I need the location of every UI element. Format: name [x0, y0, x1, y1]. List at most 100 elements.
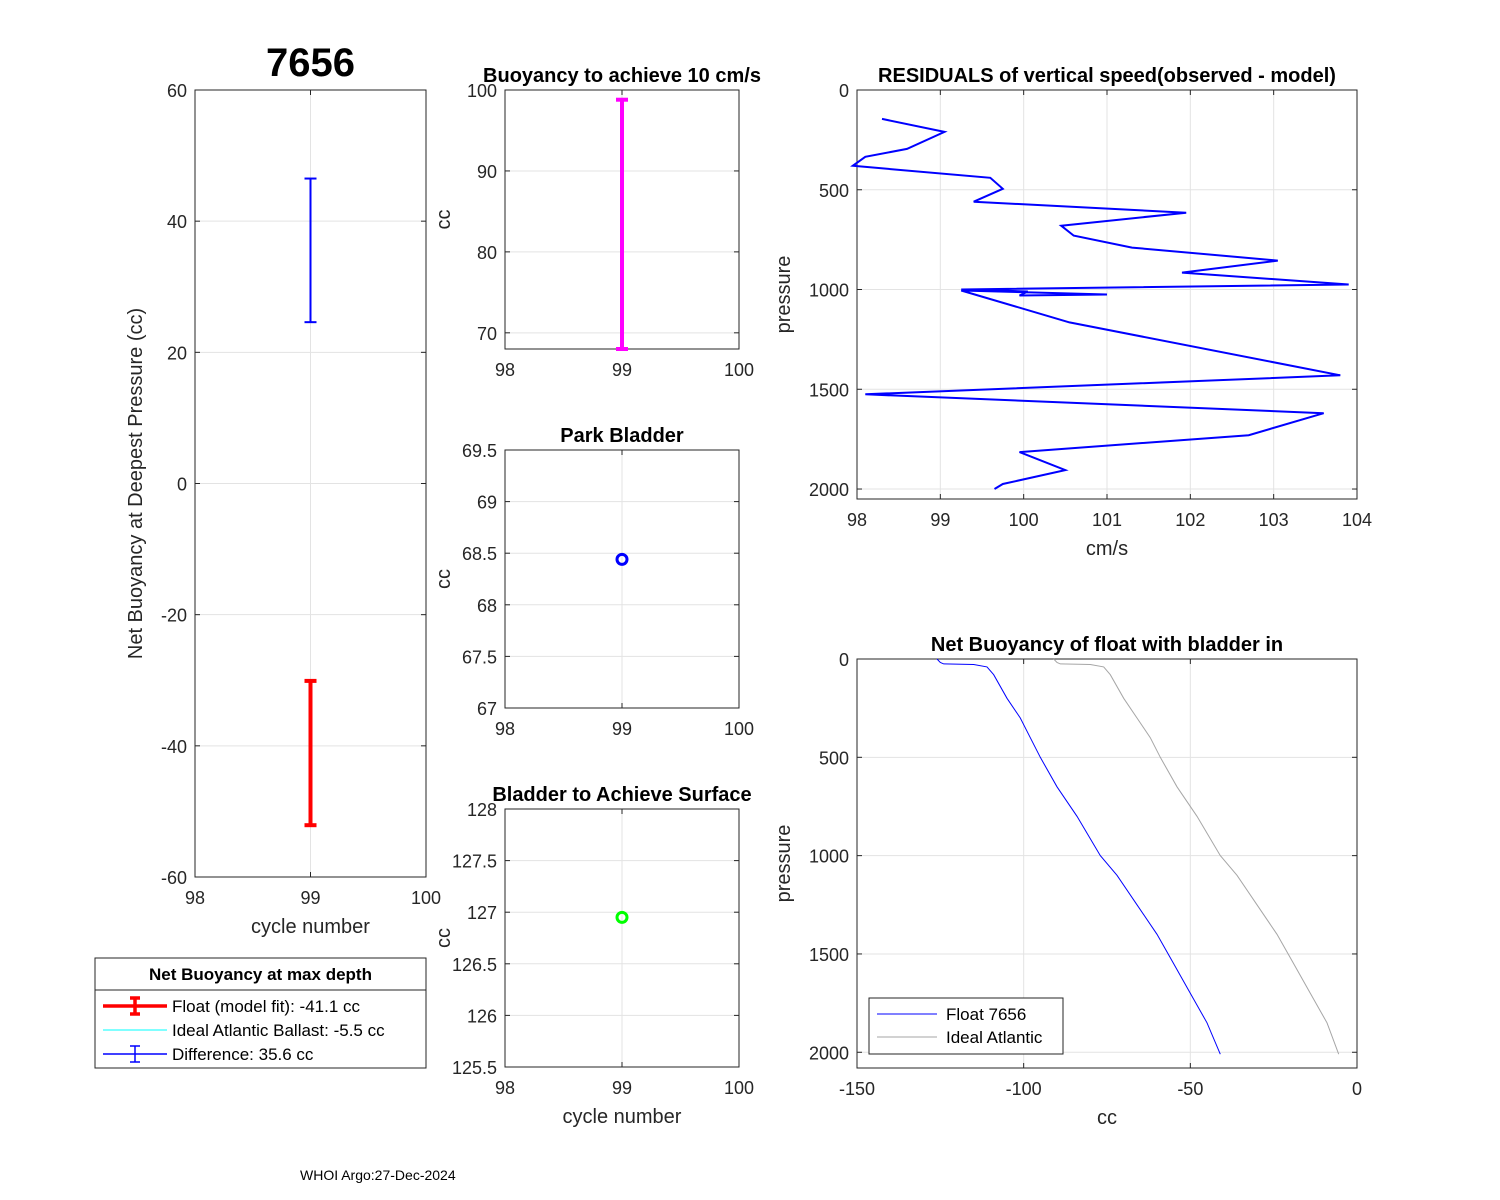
chart-title: RESIDUALS of vertical speed(observed - m… — [878, 65, 1336, 87]
x-tick-label: 102 — [1175, 510, 1205, 530]
axes-frame — [856, 658, 1358, 1069]
chart-title: Net Buoyancy of float with bladder in — [931, 634, 1283, 656]
y-tick-label: 100 — [467, 81, 497, 101]
x-tick-label: 101 — [1092, 510, 1122, 530]
y-tick-label: 1000 — [809, 281, 849, 301]
y-tick-label: 20 — [167, 343, 187, 363]
y-axis-label: pressure — [773, 825, 795, 903]
x-axis-label: cc — [1097, 1107, 1117, 1129]
y-tick-label: 0 — [177, 475, 187, 495]
y-tick-label: -60 — [161, 868, 187, 888]
y-tick-label: 127.5 — [452, 852, 497, 872]
y-tick-label: 68 — [477, 596, 497, 616]
legend-net-buoyancy: Net Buoyancy at max depth Float (model fi… — [94, 957, 427, 1069]
x-tick-label: 0 — [1352, 1079, 1362, 1099]
y-tick-label: 70 — [477, 324, 497, 344]
x-tick-label: 104 — [1342, 510, 1372, 530]
y-tick-label: 0 — [839, 650, 849, 670]
y-tick-label: 90 — [477, 162, 497, 182]
y-tick-label: 2000 — [809, 1043, 849, 1063]
x-tick-label: 99 — [930, 510, 950, 530]
series-line-ideal-atlantic — [1053, 658, 1340, 1055]
scatter-point — [615, 552, 629, 566]
x-tick-label: 103 — [1259, 510, 1289, 530]
series-line-float-7656 — [936, 658, 1221, 1055]
footer-date: WHOI Argo:27-Dec-2024 — [300, 1167, 456, 1183]
x-tick-label: 98 — [847, 510, 867, 530]
x-axis-label: cycle number — [563, 1106, 682, 1128]
chart-residuals: 98 99 100 101 102 103 104 0 500 1000 1500 2000 RESID… — [773, 65, 1372, 560]
y-tick-label: 128 — [467, 800, 497, 820]
x-tick-label: -100 — [1006, 1079, 1042, 1099]
x-tick-label: -50 — [1177, 1079, 1203, 1099]
y-tick-label: 80 — [477, 243, 497, 263]
chart-title: Buoyancy to achieve 10 cm/s — [483, 65, 761, 87]
y-tick-label: 2000 — [809, 480, 849, 500]
legend-entry-label: Float (model fit): -41.1 cc — [172, 997, 361, 1016]
legend-title: Net Buoyancy at max depth — [149, 965, 372, 984]
chart-net_buoyancy_profile: -150 -100 -50 0 0 500 1000 1500 2000 Net Buoyancy… — [773, 634, 1362, 1129]
axes-frame — [504, 449, 740, 709]
y-tick-label: 69.5 — [462, 441, 497, 461]
x-tick-label: 100 — [411, 888, 441, 908]
x-tick-label: 99 — [612, 360, 632, 380]
x-tick-label: 98 — [495, 360, 515, 380]
legend-entry-label: Float 7656 — [946, 1005, 1026, 1024]
y-tick-label: -40 — [161, 737, 187, 757]
series-line-residual — [850, 117, 1349, 490]
y-axis-label: Net Buoyancy at Deepest Pressure (cc) — [125, 308, 147, 659]
x-tick-label: 99 — [612, 719, 632, 739]
x-tick-label: 100 — [1009, 510, 1039, 530]
x-tick-label: 100 — [724, 719, 754, 739]
x-axis-label: cm/s — [1086, 538, 1128, 560]
scatter-point — [615, 910, 629, 924]
axes-frame — [194, 89, 427, 878]
y-tick-label: 68.5 — [462, 544, 497, 564]
chart-title: 7656 — [266, 41, 355, 85]
legend-entry-label: Ideal Atlantic — [946, 1028, 1043, 1047]
legend-frame — [868, 997, 1064, 1055]
y-tick-label: 126.5 — [452, 955, 497, 975]
x-axis-label: cycle number — [251, 916, 370, 938]
y-axis-label: cc — [433, 569, 455, 589]
x-tick-label: 98 — [495, 1078, 515, 1098]
y-tick-label: 126 — [467, 1006, 497, 1026]
y-tick-label: 1500 — [809, 380, 849, 400]
y-tick-label: 500 — [819, 748, 849, 768]
chart-net_buoyancy: 98 99 100 -60 -40 -20 0 20 40 60 7656 cycle number N… — [125, 41, 441, 938]
legend-profile: Float 7656 Ideal Atlantic — [868, 997, 1064, 1055]
chart-title: Park Bladder — [560, 425, 684, 447]
axes-frame — [856, 89, 1358, 500]
y-tick-label: 0 — [839, 81, 849, 101]
y-tick-label: -20 — [161, 606, 187, 626]
x-tick-label: -150 — [839, 1079, 875, 1099]
x-tick-label: 99 — [612, 1078, 632, 1098]
axes-frame — [504, 808, 740, 1068]
y-tick-label: 69 — [477, 493, 497, 513]
y-tick-label: 40 — [167, 212, 187, 232]
y-tick-label: 125.5 — [452, 1058, 497, 1078]
x-tick-label: 100 — [724, 1078, 754, 1098]
x-tick-label: 99 — [300, 888, 320, 908]
y-tick-label: 67 — [477, 699, 497, 719]
chart-park_bladder: 98 99 100 67 67.5 68 68.5 69 69.5 Park Bladder cc — [433, 425, 754, 739]
x-tick-label: 98 — [185, 888, 205, 908]
y-tick-label: 1000 — [809, 847, 849, 867]
x-tick-label: 98 — [495, 719, 515, 739]
y-tick-label: 60 — [167, 81, 187, 101]
y-axis-label: cc — [433, 928, 455, 948]
chart-title: Bladder to Achieve Surface — [492, 784, 751, 806]
y-axis-label: cc — [433, 210, 455, 230]
legend-entry-label: Ideal Atlantic Ballast: -5.5 cc — [172, 1021, 385, 1040]
legend-entry-label: Difference: 35.6 cc — [172, 1045, 314, 1064]
y-tick-label: 127 — [467, 903, 497, 923]
x-tick-label: 100 — [724, 360, 754, 380]
y-tick-label: 67.5 — [462, 647, 497, 667]
legend-frame — [94, 957, 427, 1069]
y-axis-label: pressure — [773, 256, 795, 334]
y-tick-label: 500 — [819, 181, 849, 201]
y-tick-label: 1500 — [809, 945, 849, 965]
